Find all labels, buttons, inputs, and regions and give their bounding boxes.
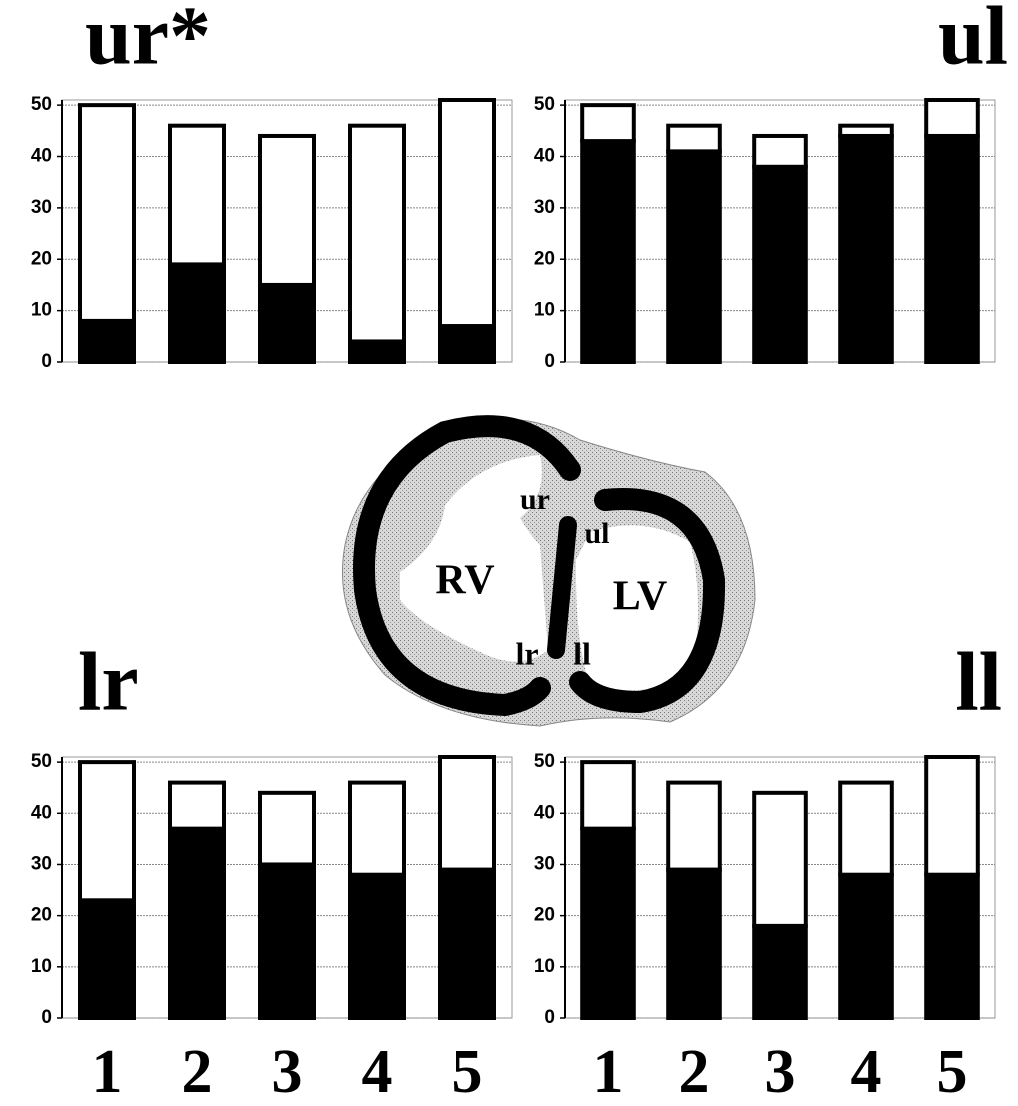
bar-segment bbox=[838, 872, 894, 1020]
diagram-label: ur bbox=[520, 483, 550, 516]
y-tick-label: 30 bbox=[534, 853, 555, 874]
diagram-label: LV bbox=[613, 574, 668, 620]
chart-title: ll bbox=[955, 635, 1002, 728]
bar-segment bbox=[580, 103, 636, 144]
x-tick-label: 4 bbox=[851, 1038, 882, 1106]
y-tick-label: 40 bbox=[534, 146, 555, 167]
bar-segment bbox=[752, 790, 808, 928]
bar-segment bbox=[78, 898, 136, 1021]
bar-segment bbox=[666, 867, 722, 1021]
bar-segment bbox=[258, 790, 316, 867]
y-tick-label: 10 bbox=[31, 956, 52, 977]
diagram-label: lr bbox=[515, 635, 538, 671]
bar-segment bbox=[168, 262, 226, 364]
bar-segment bbox=[752, 133, 808, 169]
bar-segment bbox=[348, 872, 406, 1020]
y-tick-label: 30 bbox=[31, 853, 52, 874]
bar-segment bbox=[348, 123, 406, 344]
bar-segment bbox=[752, 164, 808, 364]
y-tick-label: 30 bbox=[534, 197, 555, 218]
bar-segment bbox=[924, 755, 980, 877]
bar-segment bbox=[666, 780, 722, 872]
lv-wall bbox=[569, 488, 726, 714]
y-tick-label: 20 bbox=[534, 905, 555, 926]
y-tick-label: 40 bbox=[31, 802, 52, 823]
septum bbox=[547, 516, 577, 659]
bar-segment bbox=[924, 872, 980, 1020]
y-tick-label: 50 bbox=[534, 751, 555, 772]
y-tick-label: 0 bbox=[41, 351, 52, 372]
rv-cavity bbox=[400, 455, 548, 662]
bar-segment bbox=[258, 862, 316, 1020]
bar-segment bbox=[752, 923, 808, 1020]
bar-segment bbox=[78, 103, 136, 323]
bar-segment bbox=[580, 826, 636, 1020]
chart-title: ur* bbox=[85, 0, 211, 82]
bar-segment bbox=[838, 780, 894, 877]
x-tick-label: 2 bbox=[679, 1038, 710, 1106]
y-tick-label: 50 bbox=[31, 94, 52, 115]
x-tick-label: 5 bbox=[452, 1038, 483, 1106]
x-tick-label: 2 bbox=[182, 1038, 213, 1106]
y-tick-label: 10 bbox=[534, 300, 555, 321]
bar-segment bbox=[838, 133, 894, 364]
bar-segment bbox=[838, 123, 894, 138]
rv-wall bbox=[353, 415, 581, 717]
bar-segment bbox=[78, 318, 136, 364]
y-tick-label: 40 bbox=[534, 802, 555, 823]
x-tick-label: 5 bbox=[937, 1038, 968, 1106]
bar-segment bbox=[348, 339, 406, 365]
bar-segment bbox=[924, 98, 980, 138]
y-tick-label: 40 bbox=[31, 146, 52, 167]
bar-segment bbox=[168, 826, 226, 1020]
bar-segment bbox=[580, 139, 636, 364]
chart-title: ul bbox=[938, 0, 1008, 82]
y-tick-label: 20 bbox=[31, 905, 52, 926]
lv-cavity bbox=[575, 525, 699, 691]
y-tick-label: 10 bbox=[31, 300, 52, 321]
bar-segment bbox=[258, 282, 316, 364]
y-tick-label: 50 bbox=[534, 94, 555, 115]
y-tick-label: 20 bbox=[31, 248, 52, 269]
y-tick-label: 10 bbox=[534, 956, 555, 977]
bar-segment bbox=[438, 98, 496, 329]
bar-segment bbox=[168, 123, 226, 267]
bar-segment bbox=[78, 760, 136, 903]
bar-segment bbox=[438, 867, 496, 1021]
x-tick-label: 3 bbox=[272, 1038, 303, 1106]
x-tick-label: 3 bbox=[765, 1038, 796, 1106]
y-tick-label: 50 bbox=[31, 751, 52, 772]
y-tick-label: 0 bbox=[41, 1007, 52, 1028]
y-tick-label: 0 bbox=[544, 1007, 555, 1028]
heart-diagram: ur ul RV LV lr ll bbox=[342, 415, 756, 727]
x-tick-label: 1 bbox=[593, 1038, 624, 1106]
y-tick-label: 20 bbox=[534, 248, 555, 269]
diagram-label: ul bbox=[584, 517, 609, 550]
bar-segment bbox=[666, 149, 722, 364]
bar-segment bbox=[438, 324, 496, 364]
diagram-label: RV bbox=[435, 558, 494, 604]
bar-segment bbox=[924, 133, 980, 364]
bar-segment bbox=[258, 133, 316, 287]
bar-segment bbox=[666, 123, 722, 154]
bar-segment bbox=[580, 760, 636, 831]
y-tick-label: 30 bbox=[31, 197, 52, 218]
y-tick-label: 0 bbox=[544, 351, 555, 372]
x-tick-label: 4 bbox=[362, 1038, 393, 1106]
bar-segment bbox=[168, 780, 226, 831]
diagram-label: ll bbox=[573, 635, 591, 671]
bar-segment bbox=[438, 755, 496, 872]
bar-segment bbox=[348, 780, 406, 877]
x-tick-label: 1 bbox=[92, 1038, 123, 1106]
chart-title: lr bbox=[78, 635, 139, 728]
